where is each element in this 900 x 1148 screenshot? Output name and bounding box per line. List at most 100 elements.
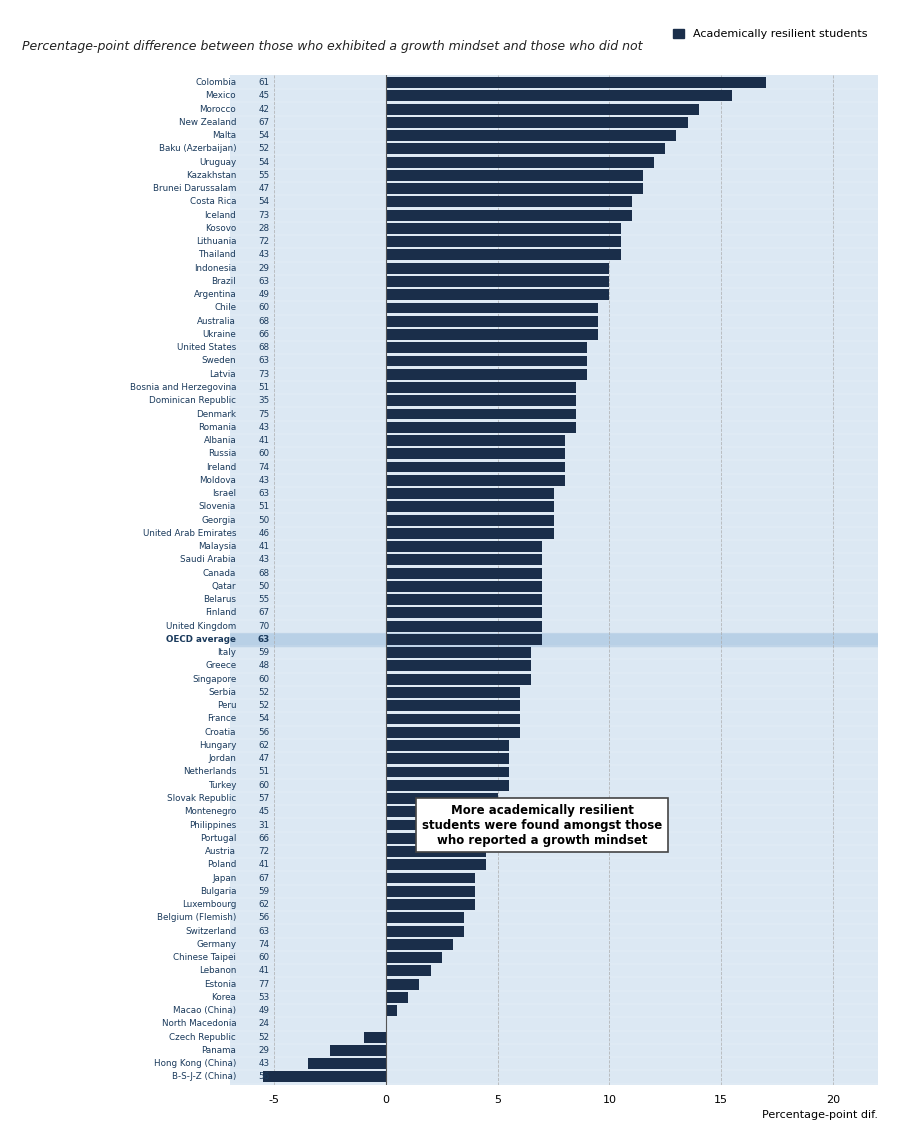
Text: 52: 52	[258, 145, 270, 154]
Bar	[386, 952, 442, 963]
Bar	[386, 939, 453, 949]
Bar	[386, 196, 632, 208]
Text: 49: 49	[258, 290, 270, 300]
Text: Finland: Finland	[205, 608, 236, 618]
Text: France: France	[207, 714, 236, 723]
Bar	[386, 303, 598, 313]
Text: 68: 68	[258, 568, 270, 577]
Text: 31: 31	[258, 821, 270, 830]
Text: 60: 60	[258, 303, 270, 312]
Text: 63: 63	[258, 357, 270, 365]
Text: Japan: Japan	[212, 874, 236, 883]
Bar	[386, 435, 564, 445]
Text: Saudi Arabia: Saudi Arabia	[181, 556, 236, 565]
Bar	[386, 753, 508, 765]
Text: Chile: Chile	[214, 303, 236, 312]
Bar	[386, 595, 543, 605]
Text: 63: 63	[257, 635, 270, 644]
Text: Netherlands: Netherlands	[183, 768, 236, 776]
Text: 57: 57	[258, 794, 270, 802]
Text: Dominican Republic: Dominican Republic	[149, 396, 236, 405]
Bar	[230, 633, 878, 646]
Text: Percentage-point difference between those who exhibited a growth mindset and tho: Percentage-point difference between thos…	[22, 40, 643, 53]
Text: 72: 72	[258, 238, 270, 246]
Text: 54: 54	[258, 131, 270, 140]
Bar	[386, 634, 543, 645]
Text: Montenegro: Montenegro	[184, 807, 236, 816]
Bar	[386, 184, 643, 194]
Text: 66: 66	[258, 833, 270, 843]
Bar	[386, 872, 475, 884]
Text: North Macedonia: North Macedonia	[162, 1019, 236, 1029]
Bar	[386, 621, 543, 631]
Bar	[386, 860, 487, 870]
Bar	[386, 421, 576, 433]
Text: 52: 52	[258, 701, 270, 711]
Text: 77: 77	[258, 979, 270, 988]
Text: 62: 62	[258, 740, 270, 750]
Bar	[386, 170, 643, 181]
Bar	[386, 475, 564, 486]
Text: 75: 75	[258, 410, 270, 419]
Text: 42: 42	[258, 104, 270, 114]
Text: Italy: Italy	[217, 649, 236, 657]
Bar	[386, 369, 587, 380]
Bar	[386, 488, 554, 499]
Bar	[386, 263, 609, 273]
Text: 63: 63	[258, 277, 270, 286]
Text: 68: 68	[258, 343, 270, 352]
Bar	[386, 992, 409, 1003]
Text: 46: 46	[258, 529, 270, 537]
Bar	[386, 806, 498, 817]
Text: Malta: Malta	[212, 131, 236, 140]
Bar	[386, 103, 698, 115]
Text: Thailand: Thailand	[199, 250, 236, 259]
Text: 35: 35	[258, 396, 270, 405]
Text: 56: 56	[258, 728, 270, 737]
Text: Kazakhstan: Kazakhstan	[185, 171, 236, 180]
Text: 67: 67	[258, 118, 270, 126]
Text: Mexico: Mexico	[205, 92, 236, 100]
Bar	[386, 249, 620, 261]
Text: 45: 45	[258, 807, 270, 816]
Bar	[386, 528, 554, 538]
Text: 41: 41	[258, 542, 270, 551]
Text: Greece: Greece	[205, 661, 236, 670]
Text: 55: 55	[258, 595, 270, 604]
Text: Baku (Azerbaijan): Baku (Azerbaijan)	[158, 145, 236, 154]
Text: Philippines: Philippines	[189, 821, 236, 830]
Text: 53: 53	[258, 993, 270, 1002]
Bar	[386, 740, 508, 751]
Bar	[386, 820, 498, 830]
Bar	[263, 1071, 386, 1083]
Text: Austria: Austria	[205, 847, 236, 856]
Bar	[386, 356, 587, 366]
Text: Switzerland: Switzerland	[185, 926, 236, 936]
Bar	[386, 925, 464, 937]
Bar	[386, 899, 475, 910]
Text: New Zealand: New Zealand	[179, 118, 236, 126]
Text: Estonia: Estonia	[204, 979, 236, 988]
Text: Singapore: Singapore	[192, 675, 236, 684]
Bar	[386, 647, 531, 658]
Text: Slovak Republic: Slovak Republic	[167, 794, 236, 802]
Bar	[386, 965, 430, 976]
Text: Brazil: Brazil	[212, 277, 236, 286]
Bar	[386, 461, 564, 473]
Bar	[386, 117, 688, 127]
Text: Uruguay: Uruguay	[199, 157, 236, 166]
Bar	[386, 714, 520, 724]
Bar	[386, 581, 543, 592]
Text: Portugal: Portugal	[200, 833, 236, 843]
Bar	[386, 660, 531, 672]
Bar	[386, 674, 531, 684]
Text: 63: 63	[258, 489, 270, 498]
Text: Argentina: Argentina	[194, 290, 236, 300]
Text: 52: 52	[258, 1033, 270, 1041]
Text: Lithuania: Lithuania	[195, 238, 236, 246]
Text: 70: 70	[258, 622, 270, 630]
Bar	[386, 607, 543, 619]
Text: 60: 60	[258, 449, 270, 458]
Text: 43: 43	[258, 250, 270, 259]
Text: 47: 47	[258, 184, 270, 193]
